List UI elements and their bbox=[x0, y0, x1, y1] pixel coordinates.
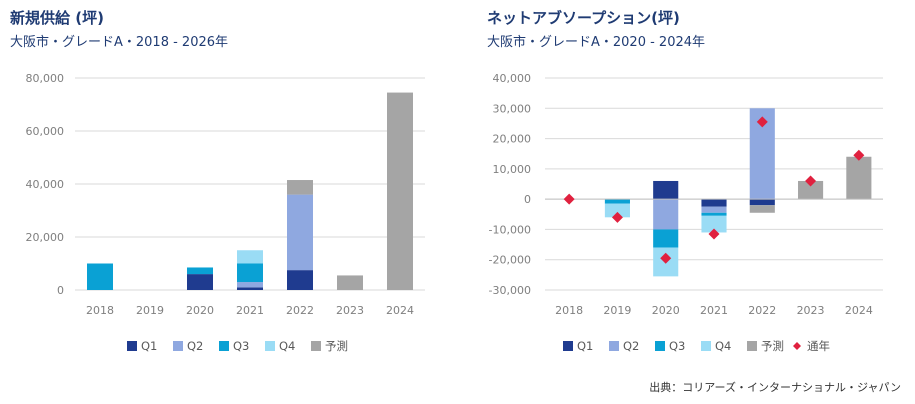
y-tick-label: -30,000 bbox=[489, 284, 531, 297]
x-tick-label: 2018 bbox=[86, 304, 114, 317]
bar-q4-2021 bbox=[701, 215, 727, 233]
legend-swatch-q1 bbox=[563, 341, 573, 351]
x-tick-label: 2022 bbox=[286, 304, 314, 317]
bar-forecast-2024 bbox=[387, 92, 413, 290]
y-tick-label: 10,000 bbox=[493, 163, 532, 176]
y-tick-label: 40,000 bbox=[26, 178, 65, 191]
annual-marker-2019 bbox=[611, 211, 623, 223]
y-tick-label: 0 bbox=[524, 193, 531, 206]
x-tick-label: 2020 bbox=[652, 304, 680, 317]
bar-q2-2020 bbox=[653, 199, 679, 230]
bar-q1-2022 bbox=[749, 199, 775, 206]
y-tick-label: 20,000 bbox=[493, 133, 532, 146]
legend-swatch-q2 bbox=[173, 341, 183, 351]
x-tick-label: 2018 bbox=[555, 304, 583, 317]
legend-label: Q1 bbox=[577, 339, 593, 353]
legend-label: 予測 bbox=[761, 339, 784, 353]
bar-q1-2020 bbox=[187, 274, 213, 290]
legend-swatch-q4 bbox=[701, 341, 711, 351]
y-tick-label: 60,000 bbox=[26, 125, 65, 138]
x-tick-label: 2023 bbox=[336, 304, 364, 317]
legend-swatch-q4 bbox=[265, 341, 275, 351]
chart-2-subtitle: 大阪市・グレードA・2020 - 2024年 bbox=[487, 35, 706, 50]
bar-q1-2020 bbox=[653, 180, 679, 200]
annual-marker-2024 bbox=[853, 149, 865, 161]
legend-label: 通年 bbox=[807, 339, 830, 353]
legend-swatch-q2 bbox=[609, 341, 619, 351]
bar-forecast-2024 bbox=[846, 156, 872, 200]
bar-q2-2021 bbox=[701, 206, 727, 213]
annual-marker-2020 bbox=[660, 252, 672, 264]
annual-marker-2022 bbox=[756, 116, 768, 128]
legend-label: Q3 bbox=[233, 339, 249, 353]
legend-label: Q3 bbox=[669, 339, 685, 353]
legend-label: Q4 bbox=[279, 339, 295, 353]
bar-forecast-2023 bbox=[337, 275, 363, 290]
bar-q1-2021 bbox=[237, 287, 263, 290]
legend-label: Q2 bbox=[187, 339, 203, 353]
x-tick-label: 2022 bbox=[748, 304, 776, 317]
x-tick-label: 2024 bbox=[845, 304, 873, 317]
y-tick-label: 40,000 bbox=[493, 72, 532, 85]
bar-q3-2019 bbox=[604, 199, 630, 204]
legend-label: Q4 bbox=[715, 339, 731, 353]
x-tick-label: 2024 bbox=[386, 304, 414, 317]
chart-2-title: ネットアブソープション(坪) bbox=[487, 9, 680, 27]
chart-1-subtitle: 大阪市・グレードA・2018 - 2026年 bbox=[10, 35, 229, 50]
x-tick-label: 2021 bbox=[236, 304, 264, 317]
bar-q2-2022 bbox=[287, 194, 313, 271]
annual-marker-2023 bbox=[805, 175, 817, 187]
chart-1-title: 新規供給 (坪) bbox=[10, 9, 104, 27]
y-tick-label: -20,000 bbox=[489, 254, 531, 267]
x-tick-label: 2020 bbox=[186, 304, 214, 317]
y-tick-label: 0 bbox=[57, 284, 64, 297]
annual-marker-2021 bbox=[708, 228, 720, 240]
y-tick-label: 80,000 bbox=[26, 72, 65, 85]
annual-marker-2018 bbox=[563, 193, 575, 205]
x-tick-label: 2019 bbox=[136, 304, 164, 317]
legend-swatch-q1 bbox=[127, 341, 137, 351]
bar-q3-2020 bbox=[187, 267, 213, 275]
legend-label: 予測 bbox=[325, 339, 348, 353]
bar-q4-2021 bbox=[237, 250, 263, 264]
bar-q3-2021 bbox=[701, 212, 727, 216]
x-tick-label: 2021 bbox=[700, 304, 728, 317]
x-tick-label: 2023 bbox=[797, 304, 825, 317]
bar-q2-2021 bbox=[237, 282, 263, 288]
bar-q3-2021 bbox=[237, 263, 263, 283]
bar-q4-2019 bbox=[604, 203, 630, 218]
bar-forecast-2022 bbox=[749, 205, 775, 213]
source-note: 出典：コリアーズ・インターナショナル・ジャパン bbox=[649, 381, 901, 394]
legend-label: Q1 bbox=[141, 339, 157, 353]
bar-q1-2022 bbox=[287, 270, 313, 290]
bar-forecast-2023 bbox=[798, 180, 824, 200]
y-tick-label: -10,000 bbox=[489, 223, 531, 236]
legend-swatch-annual bbox=[793, 342, 801, 350]
bar-q3-2018 bbox=[87, 263, 113, 290]
legend-swatch-q3 bbox=[219, 341, 229, 351]
bar-q3-2020 bbox=[653, 229, 679, 248]
bar-forecast-2022 bbox=[287, 180, 313, 195]
legend-swatch-forecast bbox=[311, 341, 321, 351]
x-tick-label: 2019 bbox=[603, 304, 631, 317]
bar-q1-2021 bbox=[701, 199, 727, 207]
legend-swatch-forecast bbox=[747, 341, 757, 351]
legend-swatch-q3 bbox=[655, 341, 665, 351]
y-tick-label: 20,000 bbox=[26, 231, 65, 244]
legend-label: Q2 bbox=[623, 339, 639, 353]
y-tick-label: 30,000 bbox=[493, 102, 532, 115]
